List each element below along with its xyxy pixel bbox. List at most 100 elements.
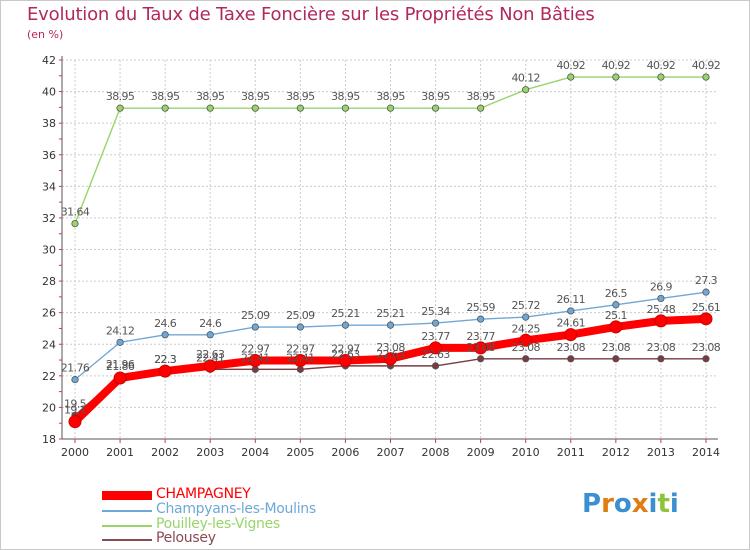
data-label-champyans-les-moulins: 25.09 xyxy=(241,309,270,322)
data-label-champagney: 25.61 xyxy=(692,301,721,314)
data-point-champyans-les-moulins xyxy=(612,301,620,309)
x-tick-label: 2004 xyxy=(241,446,269,459)
data-point-champagney xyxy=(248,354,262,368)
data-label-champyans-les-moulins: 25.34 xyxy=(421,305,450,318)
data-label-champagney: 24.61 xyxy=(557,317,586,330)
data-point-champyans-les-moulins xyxy=(71,376,79,384)
x-tick-label: 2002 xyxy=(151,446,179,459)
data-label-champagney: 25.1 xyxy=(605,309,627,322)
y-tick-label: 30 xyxy=(42,244,56,257)
data-point-champagney xyxy=(383,352,397,366)
data-label-champyans-les-moulins: 25.21 xyxy=(376,307,405,320)
data-point-pouilley-les-vignes xyxy=(612,73,620,81)
data-label-pouilley-les-vignes: 38.95 xyxy=(241,90,270,103)
data-label-champagney: 23.08 xyxy=(376,341,405,354)
data-label-champagney: 22.97 xyxy=(286,343,315,356)
y-tick-label: 28 xyxy=(42,275,56,288)
data-label-champyans-les-moulins: 24.6 xyxy=(199,317,222,330)
data-label-champagney: 19.1 xyxy=(64,404,86,417)
data-label-pelousey: 23.08 xyxy=(647,341,676,354)
data-label-champyans-les-moulins: 27.3 xyxy=(695,274,718,287)
data-label-champyans-les-moulins: 21.76 xyxy=(61,362,90,375)
data-point-pouilley-les-vignes xyxy=(567,73,575,81)
data-label-pouilley-les-vignes: 38.95 xyxy=(376,90,405,103)
x-tick-label: 2005 xyxy=(286,446,314,459)
x-tick-label: 2003 xyxy=(196,446,224,459)
data-label-pelousey: 21.96 xyxy=(106,358,135,371)
legend-swatch-pouilley xyxy=(102,525,152,527)
proxiti-logo: Proxiti xyxy=(582,489,679,519)
data-point-champagney xyxy=(654,314,668,328)
data-label-champyans-les-moulins: 26.11 xyxy=(557,293,586,306)
data-point-champagney xyxy=(113,371,127,385)
data-point-pelousey xyxy=(657,355,665,363)
data-label-pouilley-les-vignes: 38.95 xyxy=(151,90,180,103)
data-point-champagney xyxy=(474,341,488,355)
data-label-pelousey: 22.63 xyxy=(421,348,450,361)
data-label-champagney: 22.63 xyxy=(196,348,225,361)
logo-letter: o xyxy=(613,489,632,519)
data-point-champyans-les-moulins xyxy=(522,313,530,321)
data-label-champyans-les-moulins: 26.5 xyxy=(605,287,628,300)
data-point-champyans-les-moulins xyxy=(161,331,169,339)
data-label-pouilley-les-vignes: 40.12 xyxy=(511,72,540,85)
data-point-pouilley-les-vignes xyxy=(251,104,259,112)
data-label-champagney: 23.77 xyxy=(421,330,450,343)
data-point-champyans-les-moulins xyxy=(341,321,350,329)
x-tick-label: 2009 xyxy=(467,446,495,459)
data-label-champagney: 23.77 xyxy=(466,330,495,343)
data-label-champagney: 21.86 xyxy=(106,360,135,373)
data-point-pouilley-les-vignes xyxy=(386,104,395,112)
x-tick-label: 2012 xyxy=(602,446,630,459)
data-point-champagney xyxy=(158,364,172,378)
data-label-pelousey: 23.08 xyxy=(466,341,495,354)
x-tick-label: 2014 xyxy=(692,446,720,459)
data-point-champyans-les-moulins xyxy=(386,321,395,329)
data-label-champyans-les-moulins: 24.12 xyxy=(106,324,135,337)
data-label-pouilley-les-vignes: 38.95 xyxy=(331,90,360,103)
data-point-champagney xyxy=(699,312,713,326)
data-point-champagney xyxy=(338,354,352,368)
logo-letter: x xyxy=(631,489,649,519)
logo-letter: r xyxy=(601,489,614,519)
data-point-pouilley-les-vignes xyxy=(522,86,530,94)
x-tick-label: 2010 xyxy=(512,446,540,459)
chart-subtitle: (en %) xyxy=(27,28,64,41)
data-label-pelousey: 22.63 xyxy=(376,348,405,361)
data-point-pelousey xyxy=(522,355,530,363)
data-point-champyans-les-moulins xyxy=(251,323,259,331)
data-label-pelousey: 23.08 xyxy=(511,341,540,354)
data-point-pelousey xyxy=(431,362,440,370)
legend-label-champagney: CHAMPAGNEY xyxy=(156,486,251,502)
data-point-pouilley-les-vignes xyxy=(71,220,79,228)
data-point-champagney xyxy=(293,354,307,368)
data-point-champyans-les-moulins xyxy=(657,294,665,303)
y-tick-label: 20 xyxy=(42,401,56,414)
data-point-pelousey xyxy=(612,355,620,363)
data-label-pelousey: 22.41 xyxy=(241,351,270,364)
y-tick-label: 24 xyxy=(42,338,56,351)
data-label-pouilley-les-vignes: 40.92 xyxy=(692,59,721,72)
data-point-champagney xyxy=(609,320,623,334)
x-tick-label: 2013 xyxy=(647,446,675,459)
data-label-pelousey: 23.08 xyxy=(557,341,586,354)
x-tick-label: 2011 xyxy=(557,446,585,459)
logo-letter: i xyxy=(648,489,658,519)
data-label-pouilley-les-vignes: 38.95 xyxy=(106,90,135,103)
legend-swatch-pelousey xyxy=(102,539,152,541)
chart-title: Evolution du Taux de Taxe Foncière sur l… xyxy=(27,4,595,25)
legend-label-champyans: Champyans-les-Moulins xyxy=(156,501,316,517)
data-point-champagney xyxy=(68,415,82,429)
data-point-champagney xyxy=(564,328,578,342)
data-label-pouilley-les-vignes: 38.95 xyxy=(196,90,225,103)
data-label-champagney: 22.97 xyxy=(241,343,270,356)
data-label-pouilley-les-vignes: 40.92 xyxy=(557,59,586,72)
x-tick-label: 2001 xyxy=(106,446,134,459)
data-point-champyans-les-moulins xyxy=(116,338,124,346)
y-tick-label: 38 xyxy=(42,117,56,130)
x-tick-label: 2007 xyxy=(376,446,404,459)
x-tick-label: 2000 xyxy=(61,446,89,459)
y-tick-label: 42 xyxy=(42,54,56,67)
data-label-pelousey: 22.41 xyxy=(196,351,225,364)
data-point-pelousey xyxy=(702,355,710,363)
